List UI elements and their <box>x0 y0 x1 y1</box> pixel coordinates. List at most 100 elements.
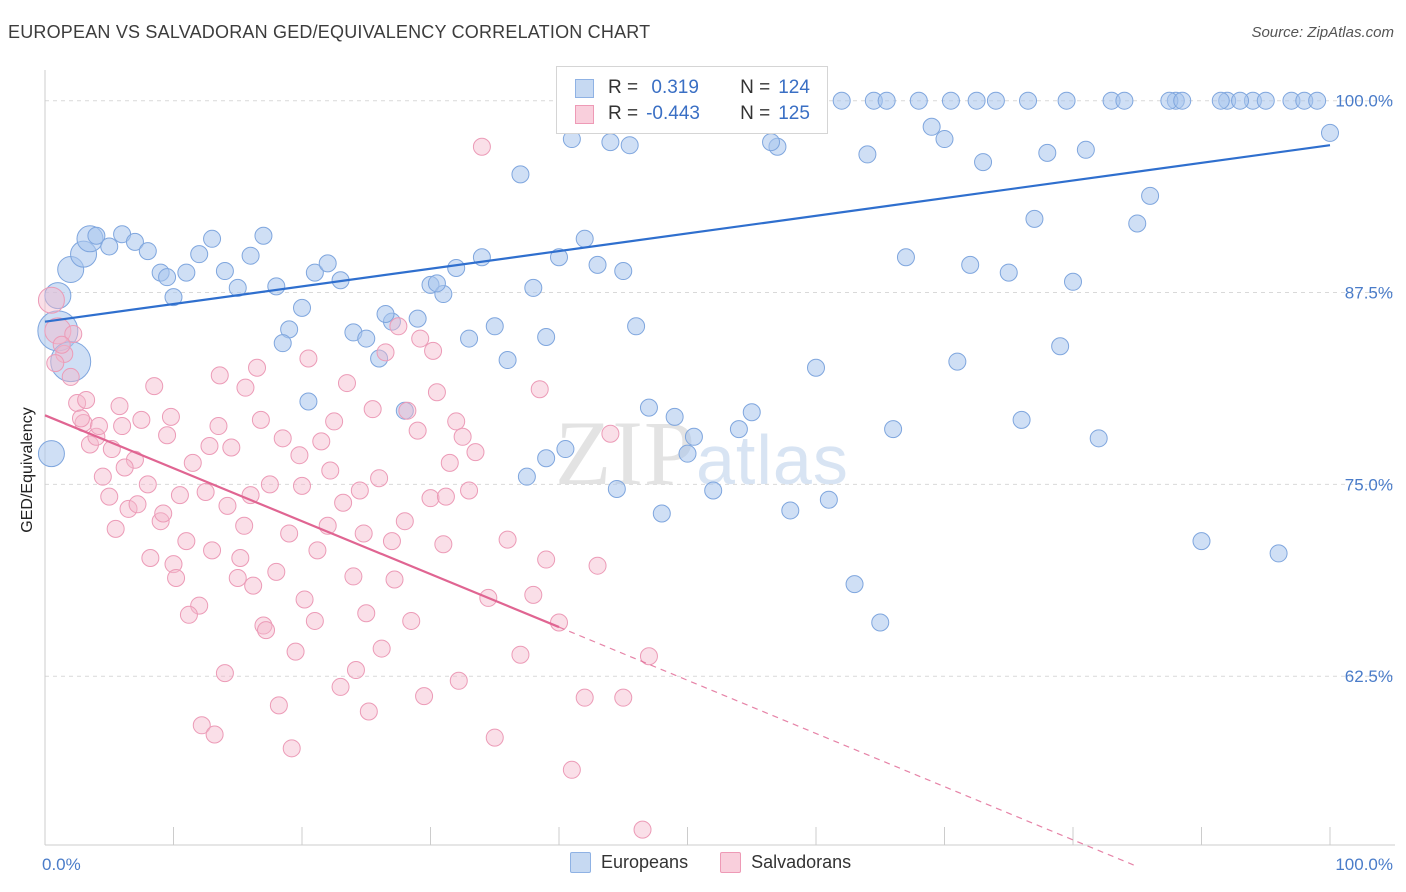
legend-row-europeans: R = 0.319 N = 124 <box>575 76 810 100</box>
european-point <box>1089 429 1108 448</box>
european-point <box>652 504 671 523</box>
salvadoran-point <box>460 481 479 500</box>
salvadoran-point <box>588 556 607 575</box>
salvadoran-point <box>295 590 314 609</box>
european-point <box>819 490 838 509</box>
european-point <box>305 263 324 282</box>
european-point <box>87 226 106 245</box>
salvadoran-point <box>235 516 254 535</box>
salvadoran-point <box>398 401 417 420</box>
european-point <box>665 407 684 426</box>
salvadoran-point <box>562 760 581 779</box>
european-point <box>1321 123 1339 142</box>
salvadoran-point <box>537 550 556 569</box>
salvadoran-point <box>382 532 401 551</box>
salvadoran-point <box>80 435 99 454</box>
european-point <box>517 467 536 486</box>
salvadoran-point <box>218 496 237 515</box>
salvadoran-point <box>436 487 455 506</box>
salvadoran-point <box>346 661 365 680</box>
european-point <box>203 229 222 248</box>
x-tick-label: 100.0% <box>1335 855 1393 874</box>
european-point <box>447 258 466 277</box>
salvadoran-point <box>370 469 389 488</box>
salvadoran-point <box>260 475 279 494</box>
salvadorans-legend-label: Salvadorans <box>751 852 852 872</box>
r-label: R = <box>608 103 639 124</box>
european-point <box>550 248 568 267</box>
european-point <box>177 263 196 282</box>
salvadoran-point <box>372 639 391 658</box>
european-point <box>485 317 504 336</box>
european-point <box>293 298 311 317</box>
salvadoran-point <box>601 424 620 443</box>
european-point <box>935 130 954 149</box>
european-point <box>1076 140 1095 159</box>
salvadoran-point <box>427 383 446 402</box>
legend-item-salvadorans[interactable]: Salvadorans <box>720 852 851 873</box>
european-point <box>1308 91 1327 110</box>
salvadoran-point <box>267 562 286 581</box>
watermark-atlas: atlas <box>696 421 849 499</box>
european-point <box>575 229 594 248</box>
y-tick-label: 100.0% <box>1335 92 1393 111</box>
salvadoran-point <box>244 576 263 595</box>
salvadoran-point <box>170 486 189 505</box>
salvadoran-point <box>614 688 633 707</box>
salvadoran-point <box>100 487 119 506</box>
salvadoran-point <box>269 696 288 715</box>
n-label: N = <box>740 103 771 124</box>
source-label: Source: ZipAtlas.com <box>1251 24 1394 41</box>
european-point <box>1115 91 1134 110</box>
european-point <box>511 165 530 184</box>
salvadoran-point <box>312 432 331 451</box>
salvadoran-point <box>205 725 224 744</box>
european-point <box>627 317 646 336</box>
salvadoran-point <box>286 642 305 661</box>
salvadoran-point <box>453 427 472 446</box>
salvadoran-point <box>290 446 309 465</box>
european-point <box>376 305 395 324</box>
salvadoran-point <box>408 421 427 440</box>
european-point <box>729 420 748 439</box>
european-point <box>158 268 177 287</box>
salvadoran-point <box>179 605 198 624</box>
salvadorans-swatch <box>575 104 594 124</box>
salvadoran-point <box>210 366 229 385</box>
salvadoran-point <box>209 417 228 436</box>
european-point <box>1231 91 1250 110</box>
salvadoran-point <box>389 317 408 336</box>
european-point <box>254 226 273 245</box>
salvadoran-point <box>44 317 72 345</box>
salvadoran-point <box>251 410 270 429</box>
european-point <box>607 479 626 498</box>
salvadoran-point <box>350 481 369 500</box>
salvadoran-point <box>385 570 404 589</box>
european-point <box>807 358 825 377</box>
european-point <box>1269 544 1288 563</box>
salvadoran-point <box>141 549 160 568</box>
european-point <box>138 242 157 261</box>
european-point <box>999 263 1018 282</box>
european-point <box>922 117 941 136</box>
salvadoran-point <box>411 329 430 348</box>
salvadoran-point <box>293 476 311 495</box>
salvadoran-point <box>485 728 504 747</box>
salvadoran-point <box>192 716 211 735</box>
salvadoran-point <box>119 499 138 518</box>
salvadoran-point <box>334 493 353 512</box>
european-point <box>228 278 247 297</box>
salvadoran-point <box>550 613 568 632</box>
salvadoran-point <box>308 541 327 560</box>
salvadoran-point <box>200 436 219 455</box>
legend-item-europeans[interactable]: Europeans <box>570 852 688 873</box>
europeans-swatch <box>575 78 594 98</box>
european-point <box>1128 214 1147 233</box>
salvadoran-point <box>115 458 134 477</box>
salvadoran-point <box>164 555 183 574</box>
european-point <box>1192 532 1211 551</box>
salvadoran-point <box>167 568 186 587</box>
european-point <box>871 613 890 632</box>
european-point <box>1141 186 1160 205</box>
